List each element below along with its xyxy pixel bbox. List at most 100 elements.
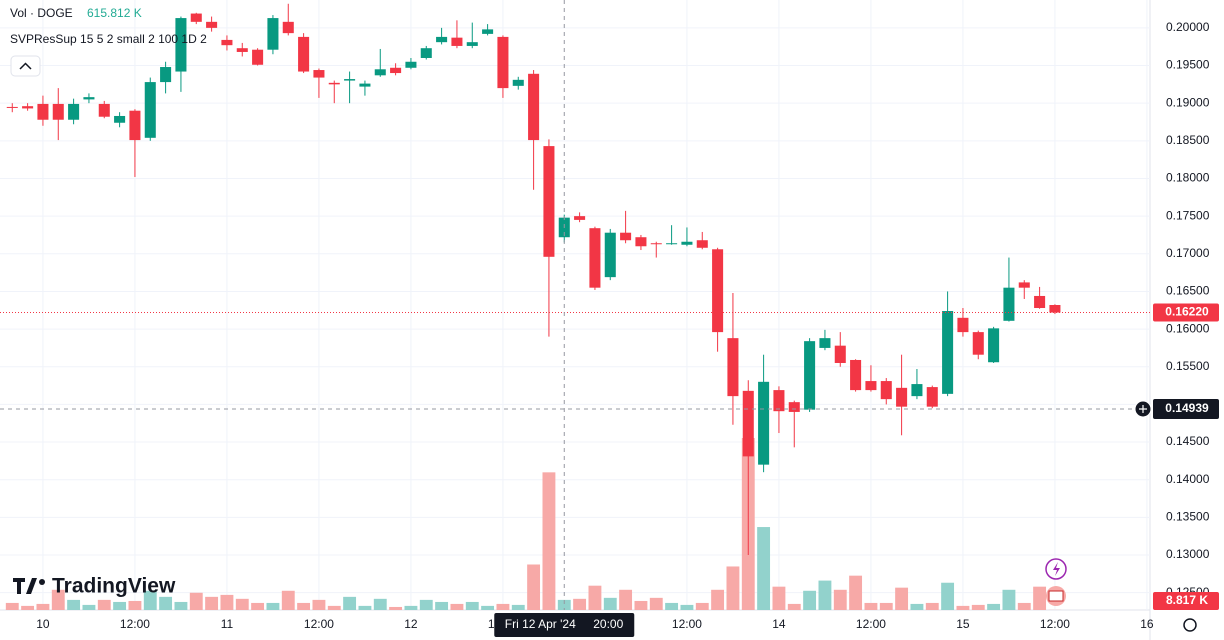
volume-bar	[251, 602, 265, 610]
candle-body	[957, 317, 969, 333]
volume-bar	[1033, 586, 1047, 610]
candle-body	[175, 18, 187, 72]
candle-body	[620, 232, 632, 241]
x-tick-label: 15	[956, 617, 970, 631]
volume-bar	[910, 603, 924, 610]
candle-body	[773, 390, 785, 412]
x-tick-label: 12:00	[672, 617, 702, 631]
crosshair-time-label: 20:00	[593, 617, 623, 631]
candle-body	[221, 39, 233, 46]
candle-body	[144, 82, 156, 138]
price-pane	[6, 3, 1061, 556]
candle-body	[52, 103, 64, 120]
candle-body	[681, 241, 693, 245]
candle-body	[942, 311, 954, 394]
volume-bar	[128, 600, 142, 610]
candle-body	[359, 83, 371, 87]
volume-bar	[358, 605, 372, 610]
volume-bar	[665, 602, 679, 610]
candle-body	[313, 70, 325, 78]
volume-bar	[971, 604, 985, 610]
crosshair-time-bg	[494, 613, 635, 637]
volume-bar	[266, 602, 280, 610]
candle-body	[420, 48, 432, 58]
volume-bar	[36, 603, 50, 610]
candle-body	[1049, 305, 1061, 313]
candle-body	[911, 384, 923, 397]
x-tick-label: 14	[772, 617, 786, 631]
y-tick-label: 0.16000	[1166, 321, 1210, 335]
candle-body	[850, 359, 862, 391]
crosshair-price-bg	[1153, 399, 1219, 420]
plus-icon	[1139, 405, 1147, 414]
last-volume-label: 8.817 K	[1166, 593, 1208, 607]
candle-body	[190, 13, 202, 22]
volume-bar	[404, 605, 418, 610]
volume-bar	[189, 592, 203, 610]
y-tick-label: 0.15500	[1166, 359, 1210, 373]
candle-body	[405, 61, 417, 68]
volume-bar	[634, 600, 648, 610]
candle-body	[344, 79, 356, 81]
volume-bar	[925, 602, 939, 610]
candle-body	[436, 36, 448, 43]
volume-bar	[772, 586, 786, 610]
volume-bar	[312, 599, 326, 610]
x-tick-label: 11	[221, 617, 234, 631]
y-tick-label: 0.14500	[1166, 434, 1210, 448]
volume-bar	[941, 582, 955, 610]
volume-bar	[1017, 602, 1031, 610]
volume-bar	[680, 604, 694, 610]
volume-bar	[174, 601, 188, 610]
crosshair-date-label: Fri 12 Apr '24	[505, 617, 576, 631]
candle-body	[328, 82, 340, 85]
candle-body	[865, 381, 877, 391]
candle-body	[236, 48, 248, 52]
candle-body	[1003, 287, 1015, 321]
volume-bar	[465, 601, 479, 610]
volume-bar	[711, 589, 725, 610]
volume-bar	[281, 590, 295, 610]
volume-bar	[143, 590, 157, 610]
candle-body	[6, 106, 18, 108]
settings-icon[interactable]	[1183, 618, 1197, 632]
candle-body	[22, 106, 34, 109]
volume-bar	[511, 604, 525, 610]
collapse-button[interactable]	[10, 55, 41, 77]
volume-bar	[619, 589, 633, 610]
candle-body	[804, 341, 816, 410]
candle-body	[482, 29, 494, 34]
candle-body	[926, 387, 938, 407]
chevron-icon	[19, 62, 32, 70]
volume-bar	[1002, 589, 1016, 610]
crosshair-price-label: 0.14939	[1165, 401, 1209, 415]
volume-bar	[235, 598, 249, 610]
volume-bar	[419, 599, 433, 610]
volume-bar	[67, 599, 81, 610]
candle-body	[451, 37, 463, 46]
volume-pane	[5, 438, 1062, 610]
vol-value: 615.812 K	[87, 6, 142, 20]
y-tick-label: 0.13500	[1166, 510, 1210, 524]
candle-body	[543, 146, 555, 257]
y-tick-label: 0.16500	[1166, 284, 1210, 298]
volume-bar	[450, 603, 464, 610]
volume-bar	[373, 598, 387, 610]
volume-bar	[542, 472, 556, 610]
candle-body	[68, 103, 80, 120]
candle-body	[788, 402, 800, 412]
candle-body	[267, 18, 279, 50]
y-tick-label: 0.19000	[1166, 95, 1210, 109]
x-tick-label: 12:00	[120, 617, 150, 631]
last-price-label: 0.16220	[1165, 305, 1209, 319]
volume-bar	[849, 575, 863, 610]
y-tick-label: 0.18500	[1166, 133, 1210, 147]
candle-body	[83, 97, 95, 100]
volume-bar	[818, 580, 832, 610]
candle-body	[160, 67, 172, 83]
last-volume-bg	[1153, 592, 1219, 610]
volume-bar	[82, 604, 96, 610]
candle-body	[972, 332, 984, 355]
volume-bar	[695, 602, 709, 610]
